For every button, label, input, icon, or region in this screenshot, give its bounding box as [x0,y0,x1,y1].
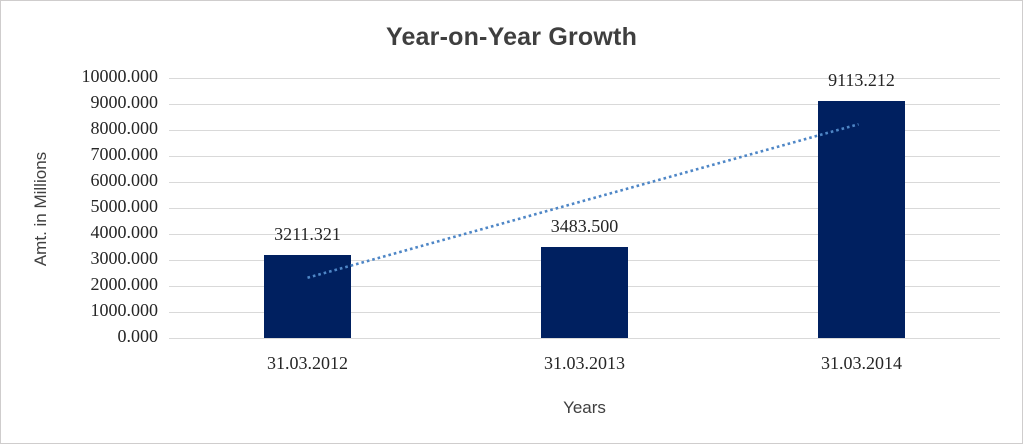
y-tick-label: 1000.000 [90,300,159,320]
x-axis-title: Years [563,398,606,417]
y-tick-label: 0.000 [117,326,159,346]
gridline [169,77,1000,79]
y-tick-label: 4000.000 [90,222,159,242]
x-tick-label: 31.03.2014 [821,353,902,373]
data-label: 3211.321 [274,223,341,244]
y-tick-label: 2000.000 [90,274,159,294]
y-tick-label: 8000.000 [90,118,159,138]
gridline [169,337,1000,339]
gridline [169,207,1000,209]
bar-31.03.2013 [541,247,628,338]
data-label: 3483.500 [550,216,619,237]
gridline [169,155,1000,157]
y-tick-label: 10000.000 [81,66,159,86]
bar-31.03.2014 [818,101,905,338]
x-tick-label: 31.03.2012 [267,353,348,373]
gridline [169,103,1000,105]
y-tick-label: 9000.000 [90,92,159,112]
chart-title: Year-on-Year Growth [385,23,638,51]
gridline [169,129,1000,131]
gridline [169,181,1000,183]
trendline [307,123,859,279]
y-tick-label: 7000.000 [90,144,159,164]
y-tick-label: 6000.000 [90,170,159,190]
y-tick-label: 5000.000 [90,196,159,216]
data-label: 9113.212 [828,70,895,91]
x-tick-label: 31.03.2013 [544,353,625,373]
gridline [169,233,1000,235]
y-tick-label: 3000.000 [90,248,159,268]
